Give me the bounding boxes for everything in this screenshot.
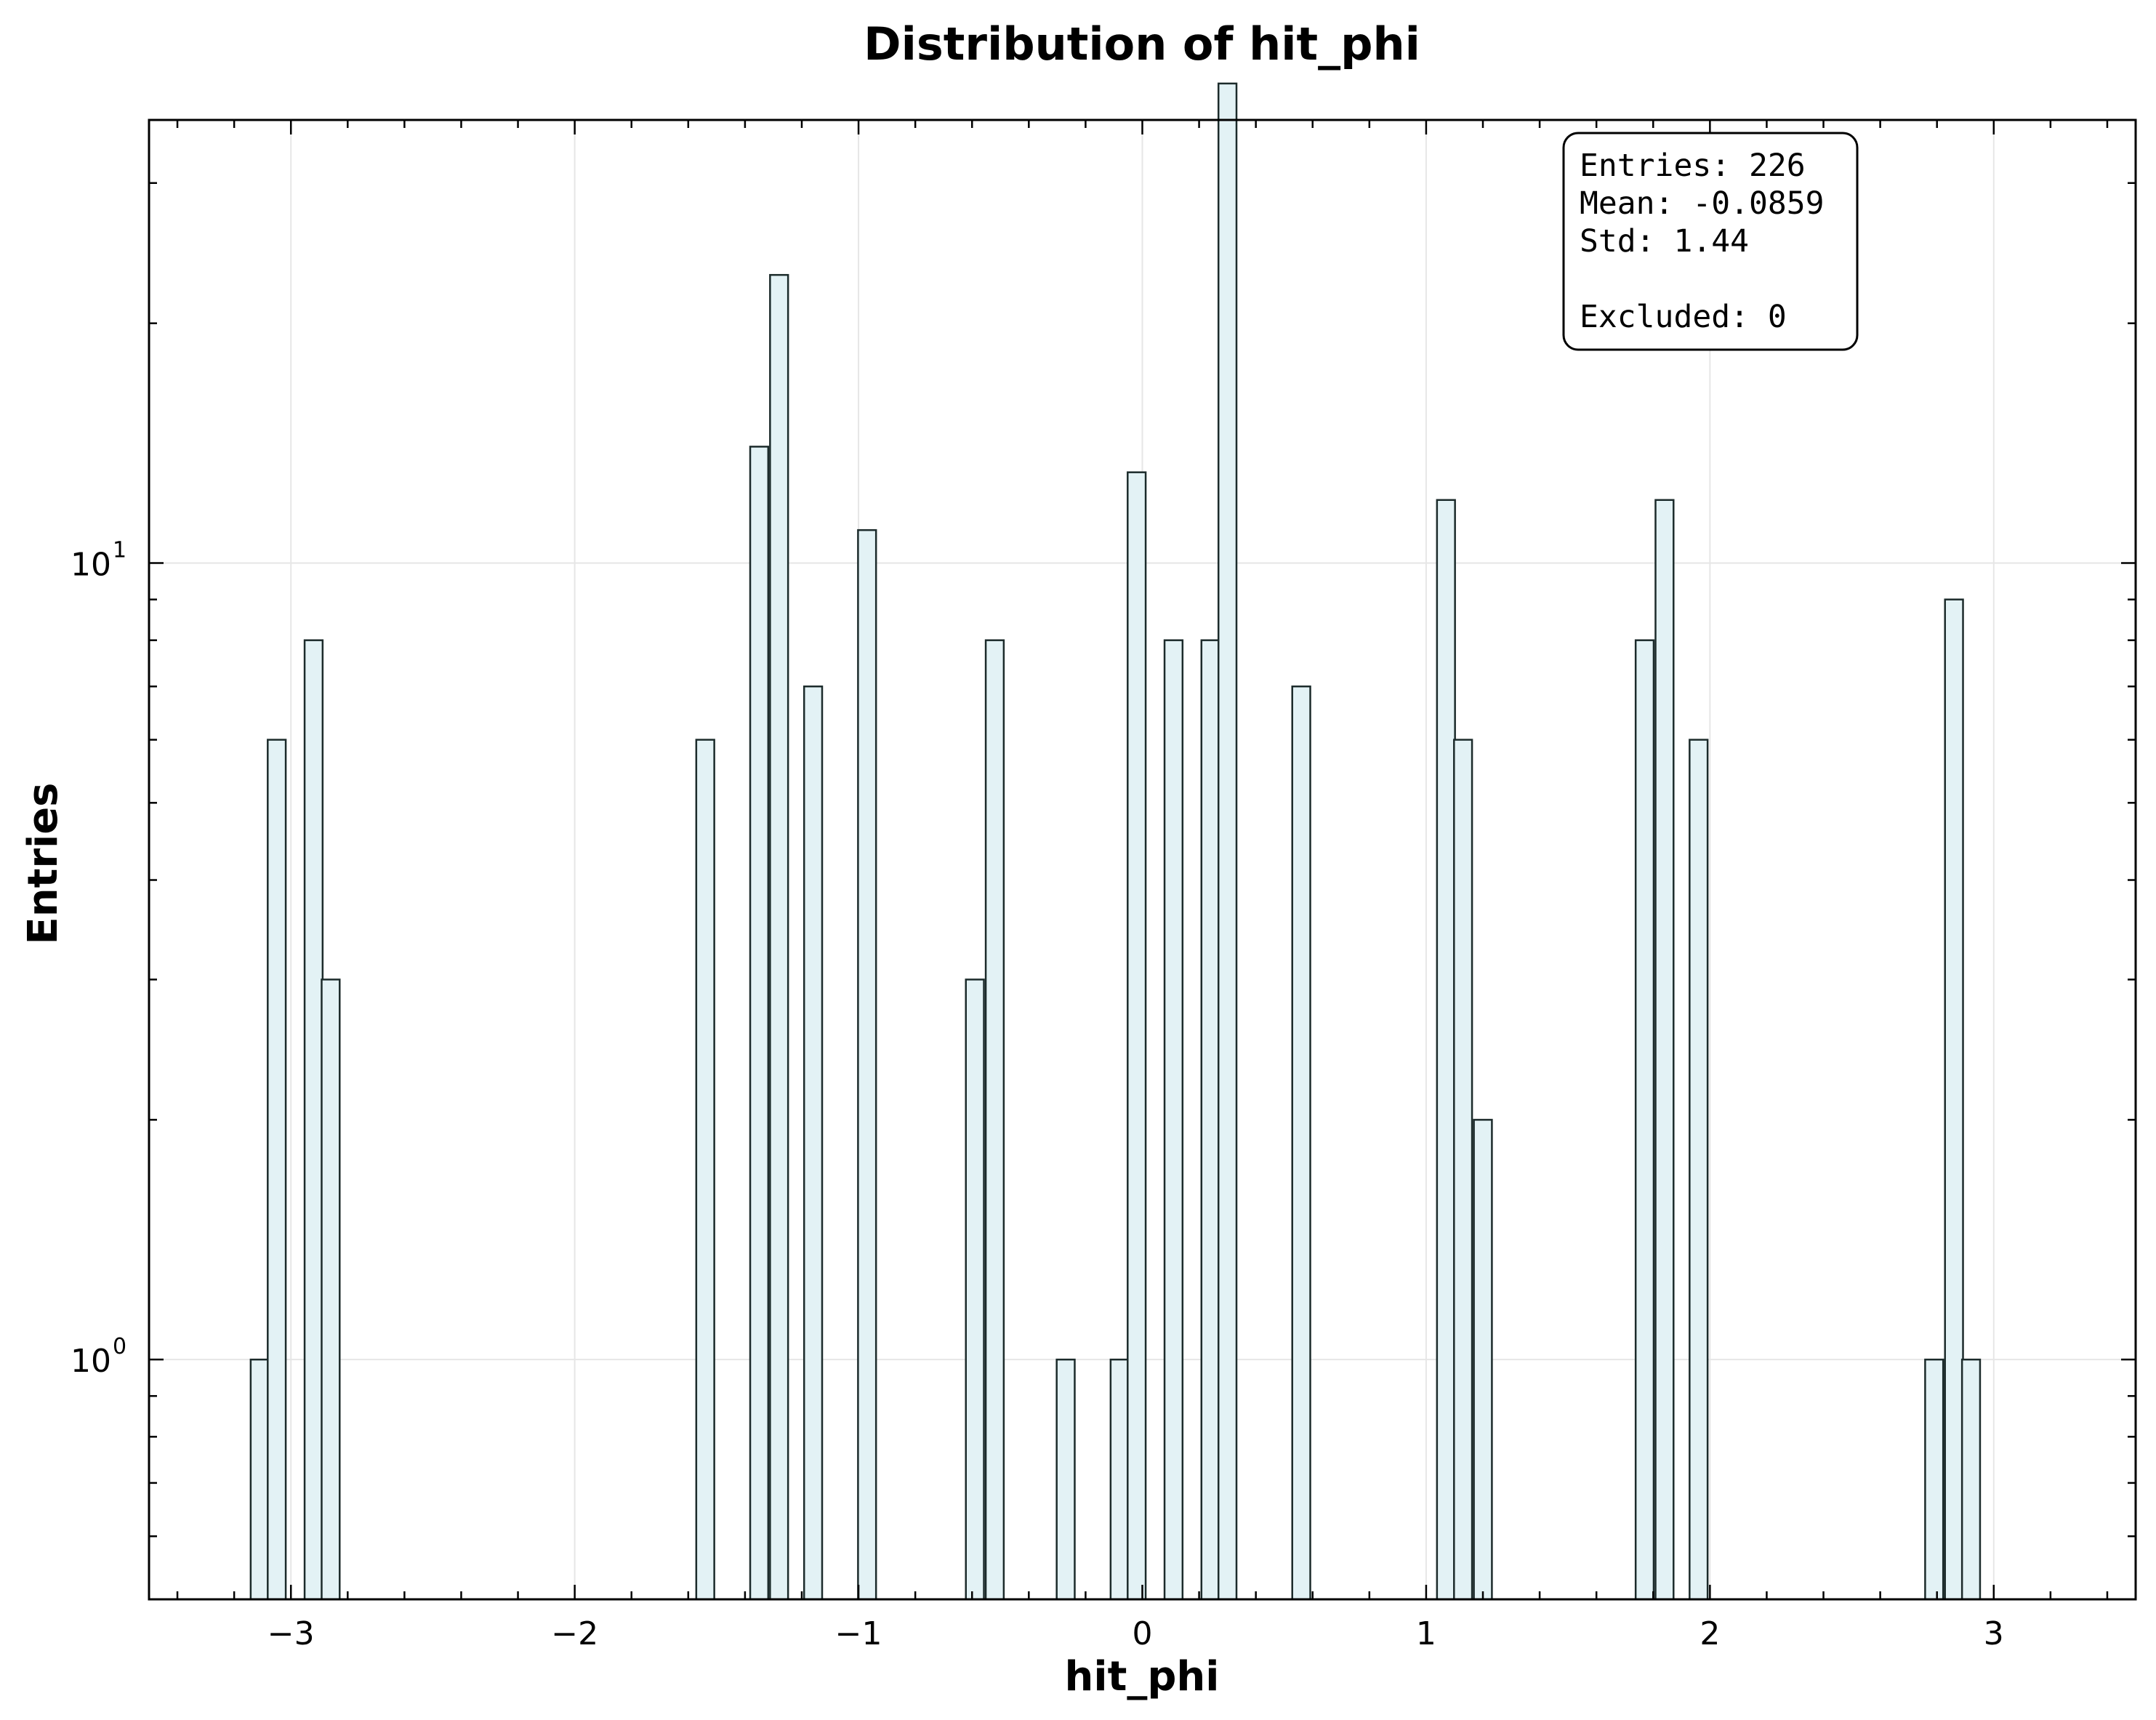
histogram-bar	[1924, 1358, 1944, 1601]
histogram-bar	[965, 978, 985, 1601]
x-tick-label: 1	[1416, 1615, 1436, 1652]
histogram-bar	[1163, 639, 1184, 1601]
x-tick-label: −1	[835, 1615, 882, 1652]
histogram-bar	[267, 739, 287, 1601]
x-tick-label: −2	[551, 1615, 598, 1652]
histogram-bar	[769, 273, 789, 1601]
y-tick-exponent: 0	[113, 1334, 126, 1359]
histogram-bar	[1473, 1119, 1493, 1601]
y-tick-exponent: 1	[113, 538, 126, 563]
y-tick-label: 10	[71, 547, 111, 584]
x-tick-label: 0	[1133, 1615, 1153, 1652]
stats-mean: Mean: -0.0859	[1580, 185, 1825, 222]
histogram-bar	[1689, 739, 1709, 1601]
histogram-bar	[1453, 739, 1473, 1601]
histogram-bar	[1634, 639, 1655, 1601]
histogram-bar	[1217, 82, 1238, 1601]
x-tick-label: 2	[1700, 1615, 1720, 1652]
stats-entries: Entries: 226	[1580, 148, 1806, 184]
stats-box: Entries: 226 Mean: -0.0859 Std: 1.44 Exc…	[1562, 132, 1859, 351]
histogram-bar	[1944, 598, 1964, 1601]
y-axis-label: Entries	[20, 782, 67, 944]
histogram-bar	[1055, 1358, 1076, 1601]
stats-box-frame	[1562, 132, 1859, 351]
histogram-bar	[857, 529, 877, 1601]
histogram-bar	[1960, 1358, 1982, 1601]
histogram-bar	[321, 978, 341, 1601]
chart-title: Distribution of hit_phi	[864, 17, 1420, 71]
plot-frame	[148, 118, 2137, 1601]
histogram-bar	[1291, 685, 1311, 1601]
histogram-bar	[803, 685, 824, 1601]
bar-layer	[249, 82, 1982, 1601]
y-tick-label: 10	[71, 1343, 111, 1380]
histogram-bar	[1200, 639, 1220, 1601]
histogram-bar	[984, 639, 1005, 1601]
x-axis-label: hit_phi	[1065, 1653, 1220, 1700]
stats-excluded: Excluded: 0	[1580, 299, 1787, 335]
histogram-bar	[695, 739, 715, 1601]
x-tick-label: −3	[268, 1615, 315, 1652]
x-tick-label: 3	[1984, 1615, 2004, 1652]
stats-std: Std: 1.44	[1580, 223, 1749, 260]
histogram-bar	[1109, 1358, 1130, 1601]
histogram-bar	[1436, 499, 1456, 1601]
histogram-bar	[1654, 499, 1675, 1601]
histogram-bar	[1127, 471, 1147, 1601]
histogram-bar	[749, 446, 770, 1601]
histogram-bar	[249, 1358, 270, 1601]
histogram-bar	[303, 639, 324, 1601]
